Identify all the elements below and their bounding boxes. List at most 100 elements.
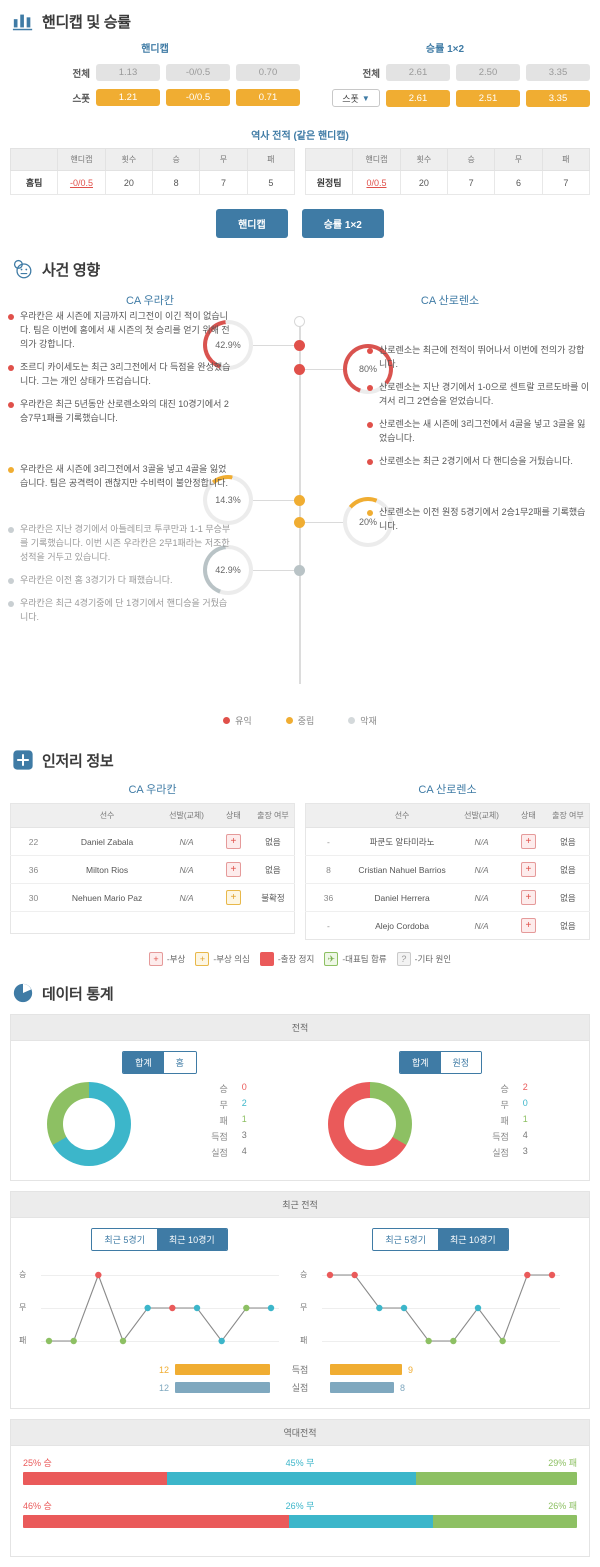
- stats-section-title: 데이터 통계: [42, 985, 114, 1003]
- toggle-option-total[interactable]: 합계: [399, 1052, 441, 1073]
- handicap-cell-active[interactable]: 1.21: [96, 89, 160, 106]
- connector-line: [253, 500, 294, 501]
- table-header-row: 선수 선발(교체) 상태 출장 여부: [305, 803, 590, 828]
- plus-circle-icon: [13, 750, 33, 770]
- odds-right-title: 승률 1×2: [425, 44, 465, 55]
- cell-player[interactable]: Nehuen Mario Paz: [55, 883, 159, 912]
- event-item-text: 산로렌소는 이전 원정 5경기에서 2승1무2패를 기록했습니다.: [379, 506, 586, 531]
- away-donut-wrap: [300, 1082, 441, 1166]
- injury-legend: + -부상 + -부상 의심 -출장 정지 ✈ -대표팀 합류 ? -기타 원인: [0, 940, 600, 972]
- legend-label: -출장 정지: [277, 954, 315, 964]
- h2h-seg-win: [23, 1515, 289, 1528]
- away-form-toggle[interactable]: 최근 5경기 최근 10경기: [372, 1228, 509, 1251]
- cell-player[interactable]: Milton Rios: [55, 855, 159, 884]
- toggle-option-home[interactable]: 홈: [163, 1052, 196, 1073]
- home-goals-for-value: 12: [158, 1364, 169, 1375]
- injury-badge-icon: +: [225, 834, 241, 849]
- table-row: 원정팀 0/0.5 20 7 6 7: [304, 170, 591, 195]
- legend-item-national: ✈ -대표팀 합류: [324, 952, 387, 966]
- event-item: 우라칸은 최근 4경기중에 단 1경기에서 핸디승을 거뒀습니다.: [8, 597, 233, 625]
- stat-value: 2: [522, 1082, 528, 1092]
- odds-cell[interactable]: 2.61: [386, 64, 450, 81]
- handicap-cell[interactable]: -0/0.5: [166, 64, 230, 81]
- toggle-option-last5[interactable]: 최근 5경기: [92, 1229, 157, 1250]
- table-row: - 파쿤도 알타미라노 N/A + 없음: [305, 827, 590, 856]
- event-item: 조르디 카이세도는 최근 3리그전에서 다 득점을 완성했습니다. 그는 개인 …: [8, 361, 233, 389]
- cell-lineup: N/A: [474, 920, 489, 931]
- legend-label: -기타 원인: [414, 954, 452, 964]
- col-handicap: 핸디캡: [57, 148, 106, 171]
- legend-item-suspension: -출장 정지: [259, 952, 315, 966]
- cell-player[interactable]: 파쿤도 알타미라노: [350, 827, 454, 856]
- home-form-toggle[interactable]: 최근 5경기 최근 10경기: [91, 1228, 228, 1251]
- h2h-labels-2: 46% 승 26% 무 26% 패: [23, 1499, 577, 1512]
- odds-cell-active[interactable]: 2.61: [386, 89, 450, 107]
- timeline-spine: [299, 324, 301, 684]
- cell-player[interactable]: Alejo Cordoba: [375, 920, 429, 931]
- cell-handicap[interactable]: -0/0.5: [57, 170, 106, 195]
- cell-player[interactable]: Daniel Zabala: [55, 827, 159, 856]
- stat-key: 득점: [211, 1132, 228, 1142]
- odds-1x2-button[interactable]: 승률 1×2: [301, 209, 384, 238]
- home-record-toggle[interactable]: 합계 홈: [122, 1051, 197, 1074]
- event-impact-body: 42.9% 80% 14.3% 20% 42.9%: [0, 310, 600, 710]
- connector-line: [253, 345, 294, 346]
- injury-badge-icon: +: [520, 862, 536, 877]
- cell-availability: 없음: [560, 920, 576, 931]
- stat-key: 승: [500, 1084, 509, 1094]
- away-record-toggle[interactable]: 합계 원정: [398, 1051, 483, 1074]
- odds-cell-active[interactable]: 2.51: [456, 89, 520, 107]
- cell-availability: 없음: [251, 855, 295, 884]
- handicap-row-total: 전체 1.13 -0/0.5 0.70: [10, 64, 300, 81]
- table-row-spacer: [11, 912, 295, 934]
- cell-handicap[interactable]: 0/0.5: [352, 170, 401, 195]
- stat-value: 4: [522, 1130, 528, 1140]
- stat-value: 0: [241, 1082, 247, 1092]
- event-item-text: 우라칸은 지난 경기에서 아틀레티코 투쿠만과 1-1 무승부를 기록했습니다.…: [20, 524, 231, 563]
- toggle-option-total[interactable]: 합계: [123, 1052, 164, 1073]
- odds-cell[interactable]: 3.35: [526, 64, 590, 81]
- handicap-cell[interactable]: 1.13: [96, 64, 160, 81]
- handicap-cell-active[interactable]: 0.71: [236, 89, 300, 106]
- toggle-option-last10[interactable]: 최근 10경기: [157, 1229, 227, 1250]
- col-number: [305, 803, 351, 828]
- handicap-cell[interactable]: 0.70: [236, 64, 300, 81]
- stat-key: 무: [219, 1100, 228, 1110]
- home-goals-for-bar: [175, 1364, 270, 1375]
- record-card: 전적 합계 홈 합계 원정: [10, 1014, 590, 1181]
- cell-player[interactable]: Cristian Nahuel Barrios: [350, 855, 454, 884]
- toggle-option-away[interactable]: 원정: [440, 1052, 482, 1073]
- handicap-cell-active[interactable]: -0/0.5: [166, 89, 230, 106]
- handicap-panel-right: 승률 1×2 전체 2.61 2.50 3.35 스폿 ▼ 2.61 2.51 …: [300, 40, 590, 115]
- cell-status: +: [509, 883, 547, 912]
- axis-label-draw: 무: [300, 1303, 308, 1312]
- stat-key: 득점: [492, 1132, 509, 1142]
- away-goals-for-value: 9: [408, 1364, 414, 1375]
- odds-row-spot: 스폿 ▼ 2.61 2.51 3.35: [300, 89, 590, 107]
- page-title: 핸디캡 및 승률: [42, 13, 131, 31]
- event-home-team-name: CA 우라칸: [125, 295, 175, 307]
- other-badge-icon: ?: [396, 952, 411, 966]
- injury-home-team-name: CA 우라칸: [128, 784, 177, 796]
- h2h-labels-1: 25% 승 45% 무 29% 패: [23, 1456, 577, 1469]
- odds-cell[interactable]: 2.50: [456, 64, 520, 81]
- toggle-option-last10[interactable]: 최근 10경기: [438, 1229, 508, 1250]
- handicap-button[interactable]: 핸디캡: [216, 209, 288, 238]
- away-goals-for-bar: [330, 1364, 402, 1375]
- away-form-chart: 승 무 패: [300, 1267, 560, 1353]
- odds-cell-active[interactable]: 3.35: [526, 89, 590, 107]
- timeline-node-neu-home: [294, 495, 305, 506]
- event-item-text: 조르디 카이세도는 최근 3리그전에서 다 득점을 완성했습니다. 그는 개인 …: [20, 361, 231, 386]
- event-item-text: 산로렌소는 최근에 전적이 뛰어나서 이번에 전의가 강합니다.: [379, 345, 585, 369]
- bookmaker-select[interactable]: 스폿 ▼: [332, 89, 380, 107]
- toggle-option-last5[interactable]: 최근 5경기: [373, 1229, 438, 1250]
- away-goals-against-bar: [330, 1382, 394, 1393]
- recent-form-card: 최근 전적 최근 5경기 최근 10경기 최근 5경기 최근 10경기: [10, 1191, 590, 1409]
- cell-player[interactable]: Daniel Herrera: [350, 883, 454, 912]
- axis-label-loss: 패: [300, 1336, 308, 1345]
- table-row: 22 Daniel Zabala N/A + 없음: [10, 827, 295, 856]
- legend-label: 유익: [235, 716, 252, 726]
- history-table-home: 핸디캡 횟수 승 무 패 홈팀 -0/0.5 20 8 7 5: [9, 148, 296, 195]
